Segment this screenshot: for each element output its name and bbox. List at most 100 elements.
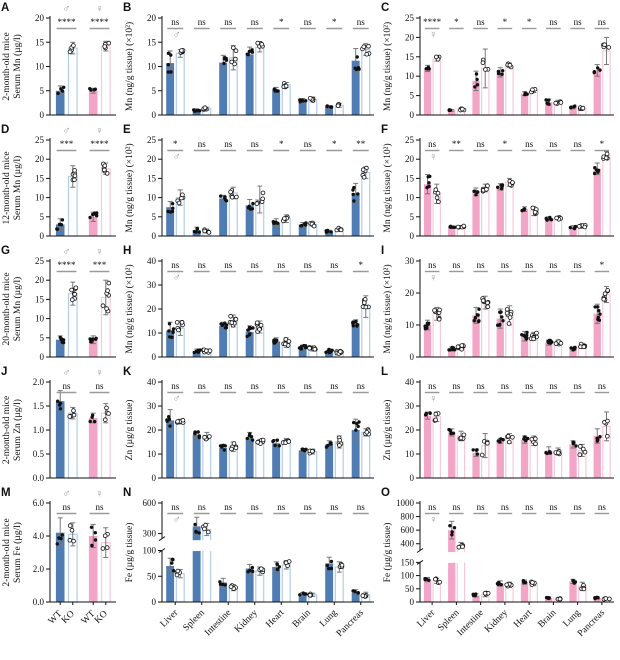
bar-WT xyxy=(472,315,480,357)
data-point-ko xyxy=(433,411,439,417)
data-point-ko xyxy=(484,187,489,192)
sig-label: ns xyxy=(277,381,286,391)
bar-WT xyxy=(472,191,480,236)
sig-label: ns xyxy=(171,381,180,391)
data-point-ko xyxy=(530,87,535,92)
data-point-wt xyxy=(592,70,596,75)
data-point-wt xyxy=(325,228,330,233)
bar-WT xyxy=(298,347,307,357)
data-point-wt xyxy=(472,189,477,193)
bar-WT xyxy=(448,349,456,357)
male-symbol: ♂ xyxy=(62,3,70,15)
x-tick-label: Lung xyxy=(561,608,582,629)
data-point-wt xyxy=(302,448,307,452)
sig-label: ns xyxy=(452,260,461,270)
data-point-wt xyxy=(596,596,600,600)
y-tick-label: 20 xyxy=(147,154,157,164)
bar-WT xyxy=(569,107,577,115)
sig-label: ns xyxy=(277,260,286,270)
bar-WT xyxy=(298,594,307,602)
data-point-wt xyxy=(499,582,503,587)
panel-letter-O: O xyxy=(381,487,390,499)
bar-WT xyxy=(569,581,577,602)
bar-WT xyxy=(448,227,456,236)
bar-KO xyxy=(255,441,265,479)
female-symbol: ♀ xyxy=(95,488,103,500)
data-point-ko xyxy=(179,320,185,325)
data-point-wt xyxy=(499,437,503,441)
sig-label: **** xyxy=(58,260,77,270)
data-point-ko xyxy=(231,441,237,446)
data-point-wt xyxy=(275,562,279,566)
data-point-ko xyxy=(361,174,367,180)
panel-N: N Fe (µg/g tissue) ns ns ns ns ns ns ns ns ♂ 0 50 100… xyxy=(122,485,380,660)
y-tick-label: 0 xyxy=(40,110,45,120)
data-point-wt xyxy=(476,319,481,324)
data-point-wt xyxy=(325,104,329,108)
y-tick-label: 15 xyxy=(147,173,157,183)
data-point-wt xyxy=(547,450,552,454)
y-axis-label: Zn (µg/g tissue) xyxy=(124,400,135,461)
bar-KO xyxy=(602,293,611,358)
data-point-wt xyxy=(596,305,600,309)
y-tick-label: 5 xyxy=(410,212,415,222)
data-point-ko xyxy=(507,439,512,445)
female-symbol: ♀ xyxy=(429,29,437,41)
data-point-ko xyxy=(606,45,612,50)
y-tick-label: 20 xyxy=(35,13,45,23)
sig-label: * xyxy=(600,260,605,270)
data-point-wt xyxy=(596,66,600,70)
bar-WT xyxy=(272,443,281,478)
data-point-wt xyxy=(88,419,92,424)
sig-label: ns xyxy=(525,381,534,391)
sig-label: ns xyxy=(304,260,313,270)
data-point-wt xyxy=(522,437,526,441)
data-point-ko xyxy=(603,596,609,601)
bar-WT xyxy=(245,331,254,357)
data-point-wt xyxy=(59,337,63,342)
data-point-ko xyxy=(103,417,108,422)
data-point-wt xyxy=(593,596,597,600)
data-point-ko xyxy=(105,288,110,293)
data-point-ko xyxy=(482,590,488,596)
y-tick-label: 5 xyxy=(40,333,45,343)
female-symbol: ♀ xyxy=(95,3,103,15)
y-tick-label: 15 xyxy=(35,173,45,183)
data-point-ko xyxy=(577,452,583,457)
sig-label: ns xyxy=(574,381,583,391)
sig-label: ns xyxy=(330,381,339,391)
bar-WT xyxy=(192,434,201,478)
sig-label: * xyxy=(503,17,508,27)
data-point-ko xyxy=(311,223,317,229)
panel-letter-N: N xyxy=(123,487,131,499)
sig-label: ns xyxy=(198,260,207,270)
bar-WT xyxy=(351,592,360,602)
female-symbol: ♀ xyxy=(429,151,437,163)
data-point-wt xyxy=(62,85,66,90)
data-point-ko xyxy=(480,298,486,303)
y-tick-label: 30 xyxy=(405,256,415,266)
sig-label: **** xyxy=(423,17,442,27)
bar-WT xyxy=(448,530,456,602)
data-point-ko xyxy=(207,434,212,439)
data-point-ko xyxy=(576,224,582,229)
panel-F: F Mn (ng/g tissue) (×10²) ns ** ns * ns ns ns * ♀ 0… xyxy=(380,122,620,243)
y-axis-label-line2: Serum Mn (µg/l) xyxy=(12,277,23,342)
data-point-ko xyxy=(433,417,438,423)
panel-C: C Mn (ng/g tissue) (×10²) **** * ns * * ns ns ns ♀… xyxy=(380,0,620,122)
y-tick-label: 0 xyxy=(40,352,45,362)
data-point-ko xyxy=(507,63,513,68)
bar-WT xyxy=(245,568,254,602)
male-symbol: ♂ xyxy=(62,488,70,500)
data-point-wt xyxy=(299,224,303,228)
data-point-ko xyxy=(106,40,112,46)
sig-label: ns xyxy=(574,17,583,27)
sig-label: ns xyxy=(574,260,583,270)
bar-WT xyxy=(298,224,307,236)
y-tick-label: 150 xyxy=(401,557,415,567)
panel-O: O Fe (µg/g tissue) ns ns ns ns ns ns ns ns ♀ 0 50 100… xyxy=(380,485,620,660)
data-point-wt xyxy=(169,53,173,57)
sig-label: ns xyxy=(477,381,486,391)
data-point-wt xyxy=(574,444,578,448)
data-point-wt xyxy=(60,89,65,93)
